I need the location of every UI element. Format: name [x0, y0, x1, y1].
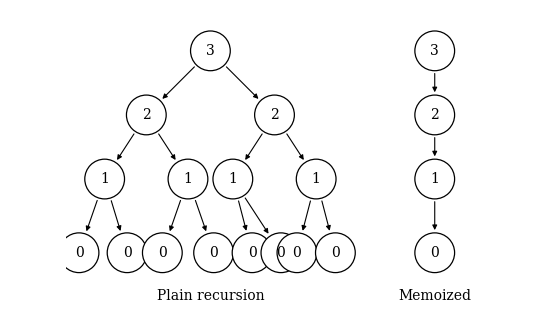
Text: 1: 1 — [430, 172, 439, 186]
Circle shape — [232, 233, 272, 272]
Circle shape — [143, 233, 182, 272]
Circle shape — [296, 159, 336, 199]
Circle shape — [316, 233, 355, 272]
Text: 0: 0 — [331, 246, 340, 260]
Text: 0: 0 — [248, 246, 256, 260]
Text: 3: 3 — [206, 44, 215, 58]
Text: 0: 0 — [277, 246, 285, 260]
Text: 2: 2 — [142, 108, 150, 122]
Text: 0: 0 — [293, 246, 301, 260]
Circle shape — [415, 159, 455, 199]
Circle shape — [213, 159, 253, 199]
Text: 1: 1 — [228, 172, 237, 186]
Text: 2: 2 — [430, 108, 439, 122]
Text: 0: 0 — [209, 246, 218, 260]
Text: 0: 0 — [123, 246, 131, 260]
Circle shape — [59, 233, 99, 272]
Text: Plain recursion: Plain recursion — [156, 289, 264, 303]
Circle shape — [191, 31, 230, 71]
Text: 0: 0 — [430, 246, 439, 260]
Circle shape — [85, 159, 125, 199]
Circle shape — [415, 233, 455, 272]
Text: 0: 0 — [75, 246, 83, 260]
Circle shape — [107, 233, 147, 272]
Circle shape — [168, 159, 208, 199]
Text: 1: 1 — [312, 172, 321, 186]
Text: 0: 0 — [158, 246, 167, 260]
Circle shape — [415, 95, 455, 135]
Circle shape — [126, 95, 166, 135]
Circle shape — [261, 233, 301, 272]
Text: 3: 3 — [430, 44, 439, 58]
Circle shape — [255, 95, 294, 135]
Text: 1: 1 — [183, 172, 192, 186]
Circle shape — [194, 233, 233, 272]
Text: 1: 1 — [100, 172, 109, 186]
Circle shape — [415, 31, 455, 71]
Text: Memoized: Memoized — [398, 289, 471, 303]
Text: 2: 2 — [270, 108, 279, 122]
Circle shape — [277, 233, 317, 272]
